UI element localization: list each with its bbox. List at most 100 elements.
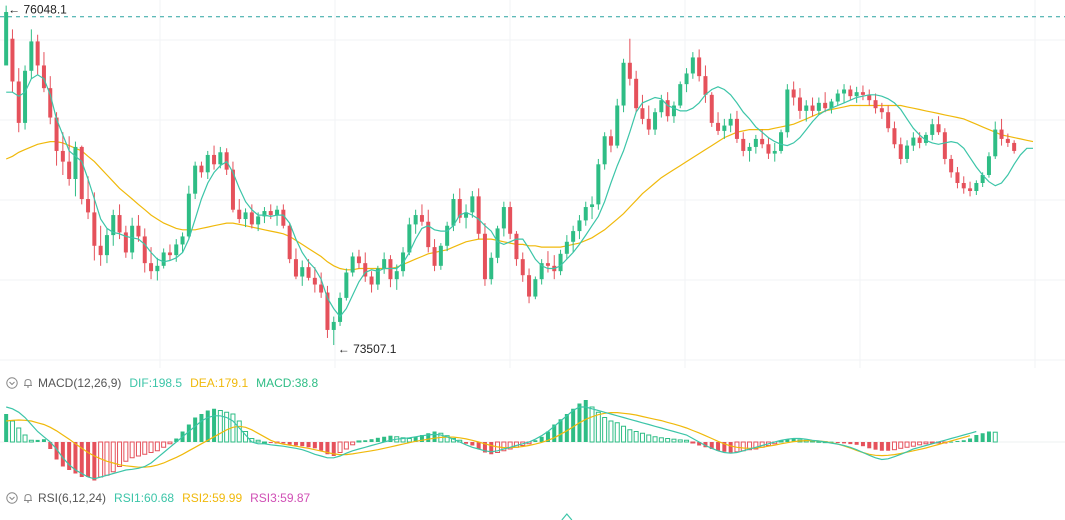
- macd-bar: [73, 442, 78, 474]
- macd-bar: [910, 441, 916, 447]
- low-price-label: ← 73507.1: [338, 342, 397, 356]
- rsi-indicator-name[interactable]: RSI(6,12,24): [38, 491, 107, 505]
- macd-bar: [16, 427, 22, 443]
- candle-body: [690, 57, 695, 74]
- candle-body: [545, 263, 550, 266]
- candle-body: [344, 272, 349, 298]
- candle-body: [527, 275, 532, 297]
- candle-body: [539, 263, 544, 280]
- candle-body: [407, 224, 412, 253]
- macd-bar: [54, 442, 59, 460]
- candle-body: [262, 211, 267, 217]
- candle-body: [860, 92, 865, 95]
- macd-bar: [917, 441, 923, 446]
- candle-body: [873, 100, 878, 109]
- candle-body: [980, 174, 985, 183]
- candle-body: [596, 164, 601, 205]
- candle-body: [413, 215, 418, 225]
- macd-bar: [867, 442, 872, 449]
- macd-bar: [110, 441, 116, 473]
- bell-icon[interactable]: [22, 492, 34, 504]
- macd-dif-line: [6, 406, 977, 480]
- candle-body: [879, 108, 884, 113]
- candle-body: [230, 169, 235, 210]
- macd-bar: [28, 439, 34, 443]
- rsi-peak-mark: [561, 513, 573, 520]
- candle-body: [287, 225, 292, 260]
- macd-bar: [949, 441, 954, 443]
- macd-bar: [117, 441, 123, 467]
- macd-bar: [161, 441, 167, 448]
- macd-bar: [860, 442, 865, 447]
- macd-bar: [728, 442, 733, 453]
- macd-indicator-name[interactable]: MACD(12,26,9): [38, 376, 122, 390]
- candle-body: [583, 207, 588, 221]
- high-price-label: ← 76048.1: [8, 3, 67, 17]
- collapse-chevron-icon[interactable]: [6, 377, 18, 389]
- candle-body: [936, 124, 941, 133]
- macd-bar: [331, 442, 336, 456]
- macd-bar: [4, 414, 9, 442]
- macd-bar: [501, 441, 507, 452]
- candle-body: [930, 124, 935, 135]
- macd-bar: [684, 439, 690, 443]
- macd-bar: [287, 442, 292, 445]
- macd-chart[interactable]: [0, 396, 1065, 488]
- candle-body: [974, 183, 979, 192]
- macd-bar: [891, 441, 897, 451]
- rsi-chart[interactable]: [0, 510, 1065, 520]
- macd-bar: [658, 437, 664, 443]
- macd-bar: [142, 441, 148, 455]
- macd-bar: [419, 435, 424, 442]
- price-chart[interactable]: ← 76048.1 ← 73507.1: [0, 0, 1065, 368]
- candle-body: [401, 252, 406, 272]
- candle-body: [419, 215, 424, 222]
- candle-body: [432, 247, 437, 266]
- macd-bar: [212, 408, 217, 442]
- candle-body: [363, 263, 368, 277]
- candle-body: [520, 259, 525, 276]
- candle-body: [73, 146, 78, 179]
- macd-bar: [968, 438, 973, 442]
- macd-bar: [382, 436, 387, 442]
- macd-bar: [898, 441, 904, 449]
- macd-bar: [432, 431, 437, 442]
- candle-body: [186, 193, 191, 237]
- candle-body: [356, 256, 361, 264]
- candle-body: [854, 92, 859, 97]
- candle-body: [464, 212, 469, 218]
- candle-body: [426, 221, 431, 248]
- macd-bar: [363, 440, 368, 442]
- candle-body: [438, 245, 443, 266]
- rsi2-value: RSI2:59.99: [182, 491, 243, 505]
- candle-body: [949, 158, 954, 173]
- candle-body: [445, 225, 450, 246]
- candle-body: [508, 207, 513, 234]
- candle-body: [293, 259, 298, 277]
- candle-body: [791, 89, 796, 98]
- candle-body: [67, 161, 72, 179]
- collapse-chevron-icon[interactable]: [6, 492, 18, 504]
- candle-body: [564, 241, 569, 254]
- candle-body: [804, 105, 809, 111]
- candle-body: [325, 292, 330, 330]
- candle-body: [659, 100, 664, 113]
- macd-bar: [413, 436, 418, 442]
- macd-bar: [261, 441, 267, 444]
- candle-body: [779, 132, 784, 151]
- candle-body: [986, 156, 991, 175]
- macd-dif-value: DIF:198.5: [129, 376, 183, 390]
- candle-body: [312, 277, 317, 285]
- candle-body: [10, 38, 15, 82]
- macd-bar: [571, 408, 576, 442]
- macd-dea-line: [6, 412, 971, 468]
- macd-bar: [205, 410, 210, 442]
- bell-icon[interactable]: [22, 377, 34, 389]
- candle-body: [810, 105, 815, 111]
- macd-bar: [608, 420, 614, 443]
- candle-body: [703, 76, 708, 95]
- macd-bar: [426, 433, 431, 442]
- candle-body: [29, 41, 34, 71]
- candle-body: [136, 225, 141, 237]
- candle-body: [816, 102, 821, 111]
